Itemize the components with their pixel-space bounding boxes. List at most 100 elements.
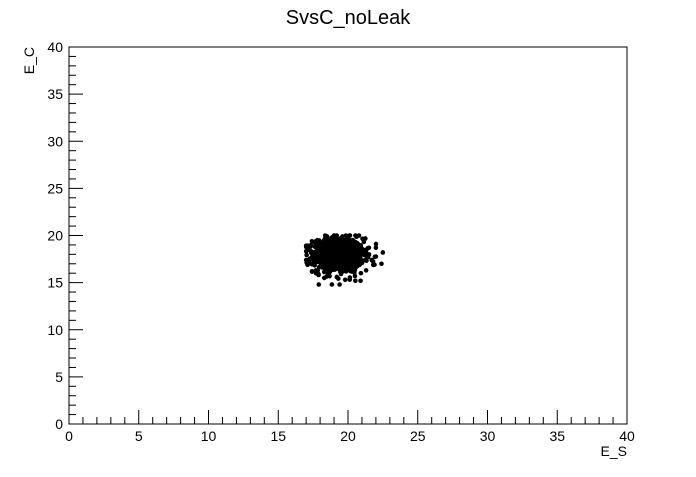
data-point — [327, 239, 332, 245]
data-point — [334, 255, 339, 260]
data-point — [324, 259, 330, 265]
data-point — [357, 254, 363, 259]
x-tick-label: 35 — [549, 428, 565, 444]
x-tick-label: 15 — [270, 428, 286, 444]
data-point — [317, 252, 323, 257]
data-point — [363, 268, 369, 273]
data-point — [363, 250, 369, 256]
data-point — [356, 233, 362, 238]
data-point — [316, 246, 322, 251]
data-point — [340, 234, 345, 239]
data-point — [352, 273, 358, 279]
data-point — [342, 277, 348, 283]
data-point — [329, 247, 334, 252]
data-point — [354, 242, 359, 248]
data-point — [326, 270, 331, 276]
x-tick-label: 25 — [410, 428, 426, 444]
data-point — [338, 271, 344, 277]
y-tick-label: 30 — [47, 133, 63, 149]
data-point — [304, 252, 309, 258]
data-point — [372, 262, 377, 268]
data-point — [330, 253, 336, 258]
data-point — [358, 278, 363, 284]
data-point — [347, 263, 352, 269]
data-point — [303, 257, 309, 263]
data-point — [323, 266, 329, 272]
data-point — [334, 274, 340, 280]
y-tick-label: 10 — [47, 322, 63, 338]
data-point — [318, 260, 324, 266]
x-tick-label: 30 — [480, 428, 496, 444]
data-point — [373, 241, 379, 247]
x-tick-label: 20 — [340, 428, 356, 444]
data-point — [303, 244, 309, 250]
data-point — [343, 241, 348, 246]
data-point — [380, 250, 386, 255]
data-point — [358, 270, 364, 276]
data-point — [342, 249, 348, 255]
y-tick-label: 35 — [47, 86, 63, 102]
data-point — [336, 258, 342, 263]
x-tick-label: 5 — [135, 428, 143, 444]
data-point — [373, 245, 379, 251]
data-points — [303, 233, 386, 287]
y-tick-label: 40 — [47, 39, 63, 55]
data-point — [329, 282, 335, 287]
data-point — [361, 239, 367, 245]
data-point — [331, 233, 337, 238]
data-point — [321, 275, 327, 281]
data-point — [316, 271, 321, 277]
data-point — [359, 260, 365, 266]
data-point — [309, 262, 315, 267]
data-point — [366, 245, 372, 251]
data-point — [338, 264, 344, 270]
data-point — [321, 237, 327, 243]
data-point — [350, 256, 356, 261]
data-point — [322, 243, 328, 249]
data-point — [327, 266, 333, 272]
data-point — [351, 261, 357, 267]
chart-title: SvsC_noLeak — [286, 7, 412, 29]
data-point — [372, 254, 378, 260]
data-point — [316, 282, 322, 287]
data-point — [310, 253, 316, 259]
data-point — [316, 256, 322, 262]
data-point — [312, 244, 318, 249]
data-point — [332, 264, 338, 270]
y-tick-label: 5 — [55, 369, 63, 385]
y-axis-label: E_C — [21, 47, 37, 74]
data-point — [324, 234, 330, 239]
x-tick-label: 0 — [65, 428, 73, 444]
x-tick-label: 40 — [619, 428, 635, 444]
data-point — [349, 251, 354, 256]
data-point — [348, 239, 354, 245]
data-point — [369, 257, 375, 263]
data-point — [346, 257, 351, 263]
data-point — [315, 239, 320, 245]
data-point — [352, 270, 357, 275]
axis-ticks: 0 5 10 15 20 25 30 35 40 0 5 10 15 20 25 30 35 40 — [47, 39, 635, 444]
data-point — [353, 278, 358, 284]
y-tick-label: 15 — [47, 275, 63, 291]
data-point — [337, 282, 342, 287]
data-point — [324, 247, 329, 253]
data-point — [345, 235, 351, 240]
data-point — [351, 266, 357, 272]
data-point — [347, 275, 353, 280]
data-point — [338, 244, 343, 250]
data-point — [313, 268, 319, 273]
data-point — [305, 262, 310, 268]
data-point — [379, 261, 384, 267]
data-point — [309, 269, 315, 274]
y-tick-label: 20 — [47, 228, 63, 244]
data-point — [364, 258, 369, 264]
data-point — [308, 244, 313, 250]
x-axis-label: E_S — [601, 443, 627, 459]
data-point — [359, 246, 365, 251]
data-point — [335, 239, 341, 244]
y-tick-label: 25 — [47, 180, 63, 196]
data-point — [342, 268, 348, 273]
y-tick-label: 0 — [55, 416, 63, 432]
